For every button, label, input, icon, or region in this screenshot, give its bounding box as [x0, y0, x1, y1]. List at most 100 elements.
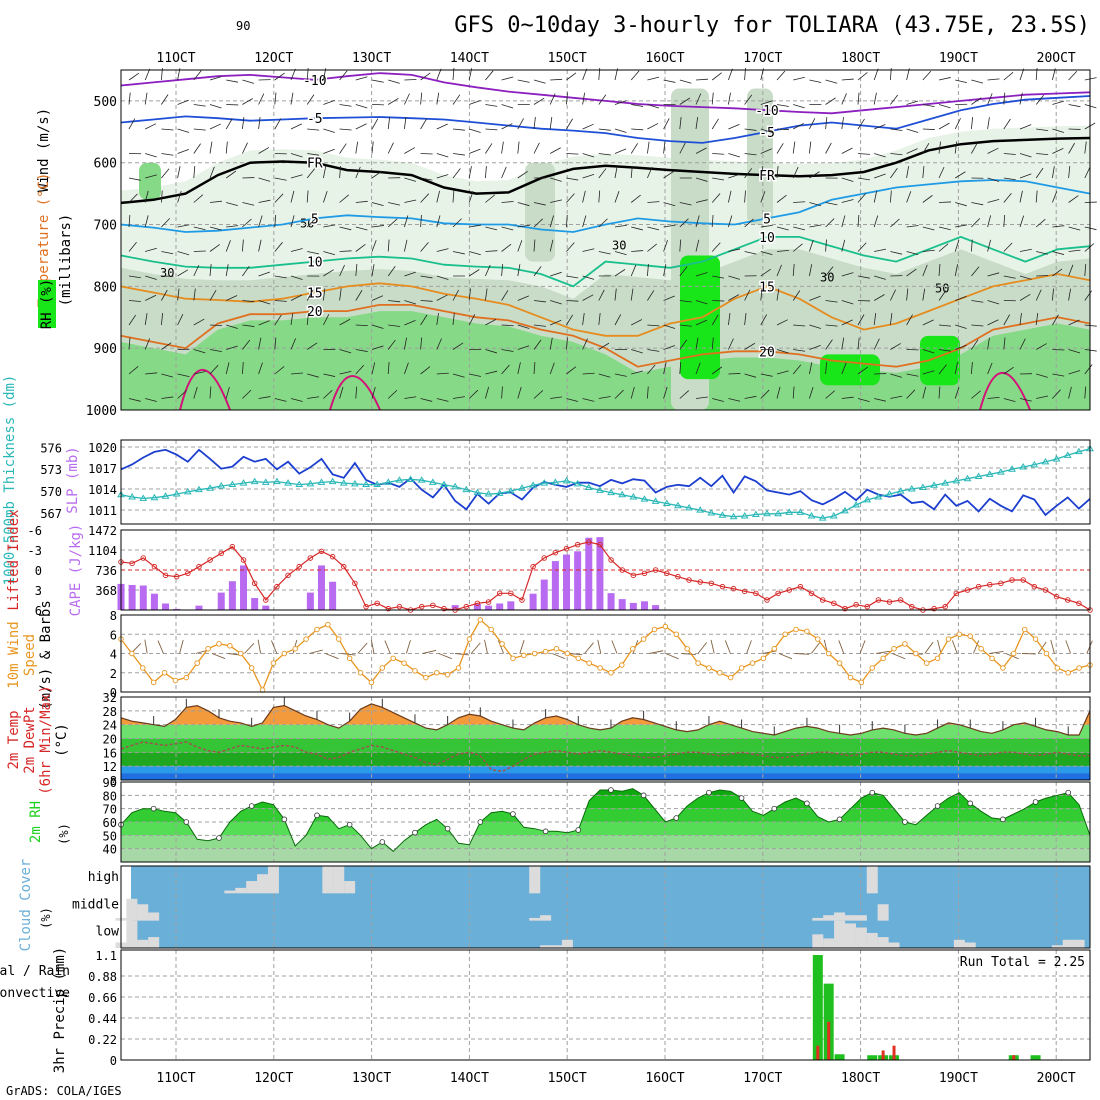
surface-wind-barb: [876, 650, 891, 654]
wind-barb: [971, 324, 984, 327]
thickness-marker: [573, 479, 582, 487]
bottom-date-label: 14OCT: [450, 1071, 489, 1086]
wind-barb: [744, 128, 757, 131]
cape-bar: [640, 601, 648, 610]
wind-barb: [776, 249, 789, 252]
wind-speed-marker: [1011, 650, 1017, 657]
wind-barb: [776, 288, 780, 301]
wind-barb: [1019, 68, 1025, 81]
wind-barb: [1052, 251, 1065, 255]
wind-tick: 2: [110, 667, 117, 681]
wind-barb: [728, 173, 740, 179]
wind-barb: [258, 177, 271, 182]
wind-ylabel-line: Speed: [22, 634, 38, 676]
wind-tick: 4: [110, 648, 117, 662]
wind-speed-marker: [673, 631, 680, 638]
wind-barb: [371, 170, 383, 179]
wind-barb: [857, 72, 868, 81]
wind-barb: [1068, 288, 1071, 301]
wind-barb: [161, 153, 174, 156]
wind-barb: [1084, 104, 1097, 109]
wind-barb: [728, 313, 731, 326]
wind-barb: [663, 224, 676, 228]
wind-barb: [614, 191, 620, 203]
wind-barb: [744, 218, 754, 228]
wind-barb: [371, 225, 384, 228]
cape-bar: [228, 581, 236, 610]
wind-barb: [598, 373, 611, 378]
lifted-index-marker: [374, 600, 380, 607]
cape-bar: [306, 592, 314, 610]
wind-speed-marker: [1021, 626, 1028, 633]
wind-barb: [1035, 218, 1046, 228]
wind-barb: [760, 148, 772, 154]
wind-barb: [1052, 288, 1054, 301]
wind-speed-marker: [270, 660, 277, 666]
thickness-marker: [239, 479, 248, 486]
wind-speed-marker: [858, 679, 865, 686]
wind-barb: [825, 390, 835, 399]
isotherm-label: -10: [303, 74, 326, 89]
wind-barb: [647, 104, 660, 109]
wind-barb: [776, 264, 782, 277]
surface-wind-barb: [665, 653, 679, 660]
wind-speed-marker: [1032, 636, 1039, 642]
wind-barb: [517, 118, 524, 130]
thickness-marker: [907, 484, 916, 492]
wind-barb: [436, 123, 448, 130]
wind-barb: [695, 117, 699, 130]
wind-barb: [663, 202, 676, 207]
precip-conv-bar: [827, 1021, 831, 1060]
upper-ytick: 700: [94, 219, 117, 234]
wind-barb: [355, 364, 365, 375]
li-frame: [120, 529, 1091, 611]
wind-barb: [193, 371, 206, 375]
surface-wind-barb: [422, 649, 437, 654]
cape-tick: 1104: [88, 544, 117, 558]
lifted-index-marker: [196, 563, 202, 570]
wind-barb: [987, 239, 991, 252]
wind-barb: [954, 239, 960, 252]
wind-barb: [582, 338, 588, 350]
wind-barb: [1036, 343, 1047, 350]
thickness-marker: [807, 511, 816, 519]
wind-barb: [938, 77, 951, 81]
cloud-bar: [333, 866, 345, 894]
wind-barb: [906, 268, 917, 277]
wind-barb: [1019, 92, 1023, 105]
wind-barb: [582, 248, 595, 252]
wind-barb: [809, 141, 812, 154]
wind-barb: [306, 168, 316, 179]
wind-barb: [274, 242, 283, 252]
lifted-index-marker: [953, 590, 960, 597]
lifted-index-marker: [652, 567, 659, 573]
wind-barb: [533, 117, 536, 130]
wind-barb: [614, 251, 627, 256]
wind-barb: [566, 118, 573, 130]
wind-barb: [825, 117, 828, 130]
wind-barb: [290, 174, 303, 179]
wind-barb: [890, 343, 901, 350]
wind-barb: [695, 215, 700, 228]
cape-bar: [574, 551, 582, 610]
thickness-tick: 576: [40, 441, 62, 455]
isotherm-label: FR: [759, 169, 775, 184]
rh-band: [121, 848, 1090, 862]
upper-ylabel-units-line: (millibars): [58, 214, 74, 307]
lifted-index-marker: [496, 590, 503, 597]
thickness-marker: [362, 480, 370, 488]
wind-barb: [258, 117, 261, 130]
surface-wind-barb: [484, 639, 488, 654]
lifted-index-marker: [363, 603, 369, 610]
wind-barb: [630, 386, 635, 399]
cloud-bar: [1051, 945, 1063, 948]
wind-speed-marker: [836, 660, 843, 666]
wind-barb: [128, 92, 131, 105]
wind-barb: [890, 167, 898, 179]
lifted-index-marker: [162, 572, 169, 579]
upper-ylabel-wind-line: Wind (m/s): [36, 108, 52, 192]
cape-bar: [563, 554, 571, 610]
cloud-bar: [812, 917, 824, 921]
thickness-marker: [306, 479, 315, 487]
